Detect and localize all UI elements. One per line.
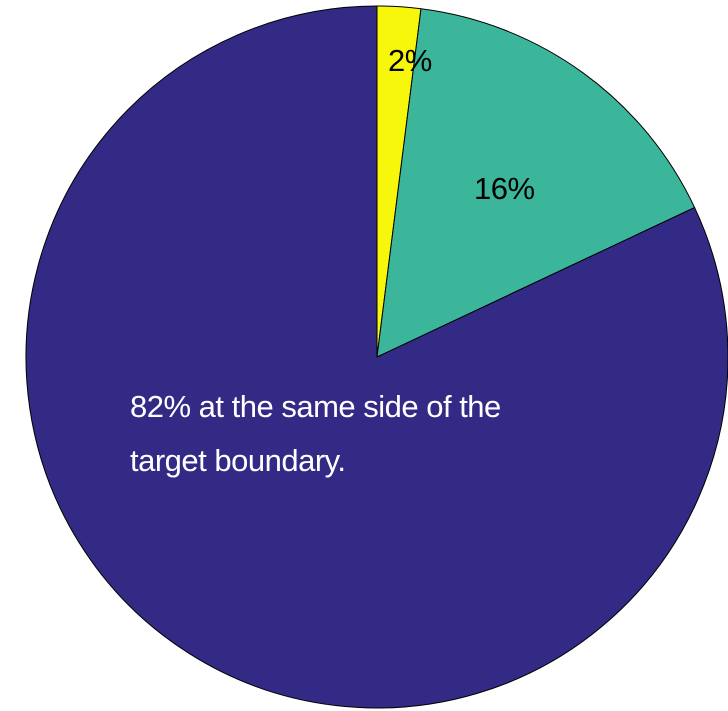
slice-label: 2% bbox=[388, 43, 432, 78]
pie-slice bbox=[376, 8, 696, 358]
slice-label: 82% at the same side of the target bound… bbox=[130, 389, 501, 478]
slice-label: 16% bbox=[474, 171, 535, 206]
pie-slice bbox=[25, 5, 728, 709]
